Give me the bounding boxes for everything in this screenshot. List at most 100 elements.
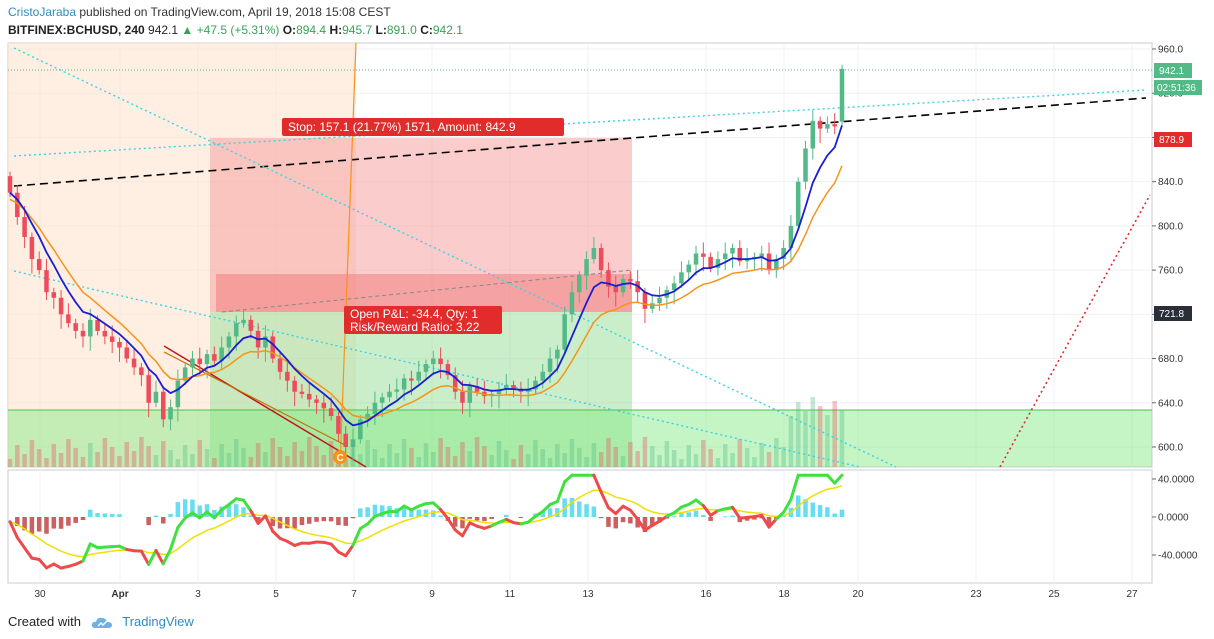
candle-body[interactable]: [197, 358, 203, 365]
candle-body[interactable]: [686, 264, 691, 273]
candle-body[interactable]: [343, 433, 348, 447]
candle-body[interactable]: [321, 402, 327, 409]
candle-body[interactable]: [620, 278, 626, 293]
candle-body[interactable]: [212, 354, 217, 361]
candle-body[interactable]: [182, 367, 188, 381]
candle-body[interactable]: [285, 371, 290, 381]
candle-body[interactable]: [839, 68, 845, 122]
candle-body[interactable]: [715, 259, 721, 268]
candle-body[interactable]: [460, 391, 465, 403]
candle-body[interactable]: [7, 176, 13, 193]
candle-body[interactable]: [299, 391, 305, 394]
candle-body[interactable]: [350, 439, 356, 447]
candle-body[interactable]: [263, 336, 268, 348]
candle-body[interactable]: [825, 124, 830, 129]
candle-body[interactable]: [175, 380, 181, 408]
candle-body[interactable]: [708, 256, 713, 268]
symbol-name[interactable]: BITFINEX:BCHUSD, 240: [8, 23, 145, 37]
candle-body[interactable]: [569, 292, 575, 315]
c-marker[interactable]: C: [333, 450, 347, 464]
candle-body[interactable]: [204, 354, 210, 365]
candle-body[interactable]: [533, 380, 538, 390]
candle-body[interactable]: [387, 391, 392, 398]
candle-body[interactable]: [401, 378, 407, 390]
ema-fast-line[interactable]: [9, 125, 843, 427]
candle-body[interactable]: [124, 347, 130, 359]
candle-body[interactable]: [701, 253, 706, 257]
candle-body[interactable]: [445, 364, 451, 376]
candle-body[interactable]: [759, 253, 764, 257]
candle-body[interactable]: [452, 375, 458, 392]
candle-body[interactable]: [292, 380, 297, 392]
candle-body[interactable]: [88, 319, 93, 337]
candle-body[interactable]: [431, 358, 436, 365]
cyan-upper-line[interactable]: [13, 89, 1147, 157]
candle-body[interactable]: [642, 292, 648, 309]
candle-body[interactable]: [766, 253, 772, 271]
candle-body[interactable]: [562, 314, 567, 350]
candle-body[interactable]: [657, 297, 662, 304]
candle-body[interactable]: [153, 391, 159, 403]
candle-body[interactable]: [277, 358, 283, 372]
candle-body[interactable]: [73, 323, 78, 331]
candle-body[interactable]: [190, 358, 195, 368]
candle-body[interactable]: [15, 192, 20, 218]
red-dotted-projection[interactable]: [999, 194, 1151, 468]
candle-body[interactable]: [226, 336, 232, 348]
candle-body[interactable]: [810, 120, 816, 149]
candle-body[interactable]: [358, 419, 363, 440]
candle-body[interactable]: [832, 124, 837, 127]
candle-body[interactable]: [693, 253, 699, 265]
candle-body[interactable]: [671, 283, 677, 291]
candle-body[interactable]: [649, 303, 655, 309]
candle-body[interactable]: [525, 389, 531, 392]
candle-body[interactable]: [95, 319, 100, 331]
candle-body[interactable]: [66, 314, 71, 324]
candle-body[interactable]: [679, 272, 684, 284]
candle-body[interactable]: [474, 386, 480, 392]
candle-body[interactable]: [379, 397, 385, 403]
candle-body[interactable]: [817, 120, 823, 129]
candle-body[interactable]: [423, 364, 429, 372]
candle-body[interactable]: [781, 248, 786, 260]
candle-body[interactable]: [584, 259, 589, 276]
candle-body[interactable]: [58, 297, 64, 315]
candle-body[interactable]: [737, 248, 743, 262]
candle-body[interactable]: [722, 253, 728, 260]
candle-body[interactable]: [628, 278, 633, 282]
orange-down-channel[interactable]: [163, 351, 346, 446]
candle-body[interactable]: [438, 358, 443, 365]
candle-body[interactable]: [161, 391, 166, 420]
candle-body[interactable]: [774, 259, 779, 271]
candle-body[interactable]: [511, 385, 516, 390]
candle-body[interactable]: [117, 341, 122, 348]
candle-body[interactable]: [248, 319, 254, 331]
candle-body[interactable]: [109, 336, 115, 342]
candle-body[interactable]: [540, 371, 546, 381]
author-link[interactable]: CristoJaraba: [8, 5, 77, 19]
candle-body[interactable]: [606, 270, 611, 287]
candle-body[interactable]: [598, 248, 604, 271]
candle-body[interactable]: [102, 330, 108, 337]
candle-body[interactable]: [803, 148, 808, 182]
candle-body[interactable]: [36, 259, 42, 271]
candle-body[interactable]: [51, 292, 57, 298]
candle-body[interactable]: [336, 416, 341, 434]
tradingview-link[interactable]: TradingView: [122, 614, 194, 629]
orange-curve[interactable]: [339, 42, 357, 468]
candle-body[interactable]: [795, 181, 801, 226]
ema-slow-line[interactable]: [9, 165, 843, 419]
resistance-trendline[interactable]: [13, 97, 1147, 187]
candle-body[interactable]: [744, 259, 750, 262]
candle-body[interactable]: [788, 225, 794, 248]
red-down-channel[interactable]: [163, 345, 367, 468]
candle-body[interactable]: [306, 393, 312, 400]
candle-body[interactable]: [555, 349, 560, 359]
candle-body[interactable]: [22, 217, 27, 237]
candle-body[interactable]: [613, 286, 619, 293]
candle-body[interactable]: [416, 371, 421, 381]
candle-body[interactable]: [365, 413, 370, 420]
candle-body[interactable]: [241, 319, 246, 324]
candle-body[interactable]: [131, 358, 137, 368]
candle-body[interactable]: [409, 378, 414, 381]
